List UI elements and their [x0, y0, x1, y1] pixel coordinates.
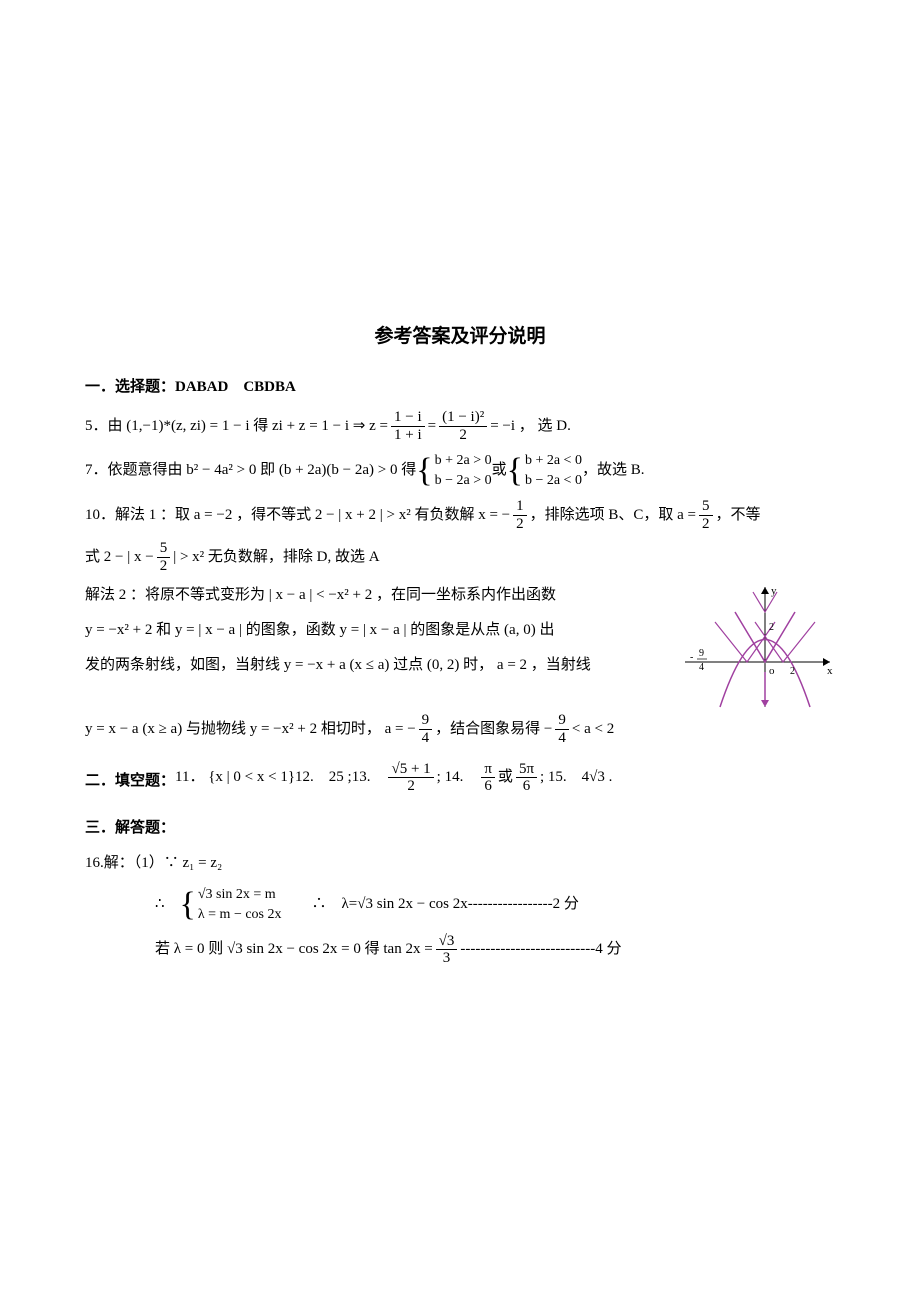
q10-m2-l4: y = x − a (x ≥ a) 与抛物线 y = −x² + 2 相切时， …	[85, 712, 835, 746]
fill-14-pre: ; 14.	[437, 764, 479, 791]
q16-l3: 若 λ = 0 则 √3 sin 2x − cos 2x = 0 得 tan 2…	[155, 933, 835, 967]
q7-line: 7．依题意得由 b² − 4a² > 0 即 (b + 2a)(b − 2a) …	[85, 451, 835, 490]
q16-l2-dash: -----------------	[468, 891, 553, 918]
fill-15: ; 15. 4√3 .	[540, 764, 612, 791]
frac-num: 9	[419, 712, 433, 730]
svg-text:2: 2	[769, 622, 774, 633]
brace-icon: {	[416, 454, 432, 488]
q7-post: ，故选 B.	[582, 457, 645, 484]
frac-num: 5	[699, 498, 713, 516]
q5-line: 5．由 (1,−1)*(z, zi) = 1 − i 得 zi + z = 1 …	[85, 409, 835, 443]
q5-frac1-den: 1 + i	[391, 427, 425, 444]
q5-frac2-num: (1 − i)²	[439, 409, 487, 427]
q5-frac2: (1 − i)² 2	[439, 409, 487, 443]
fill-11: 11． {x | 0 < x < 1}	[175, 764, 295, 791]
frac-den: 4	[555, 730, 569, 747]
frac: 9 4	[555, 712, 569, 746]
q10-m1-l2-pre: 式 2 − | x −	[85, 544, 154, 571]
q10-m2-l3: 发的两条射线，如图，当射线 y = −x + a (x ≤ a) 过点 (0, …	[85, 652, 667, 679]
q10-m1-l2-frac: 5 2	[157, 540, 171, 574]
q16-l3-pre: 若 λ = 0 则 √3 sin 2x − cos 2x = 0 得 tan 2…	[155, 936, 433, 963]
q10-m2-l4-pre: y = x − a (x ≥ a) 与抛物线 y = −x² + 2 相切时， …	[85, 716, 416, 743]
svg-text:o: o	[769, 665, 775, 677]
q7-case2: b + 2a < 0 b − 2a < 0	[525, 451, 582, 490]
frac-num: π	[481, 761, 495, 779]
brace-icon: {	[180, 888, 196, 922]
q10-m1-l1: 10．解法 1 ：取 a = −2 ，得不等式 2 − | x + 2 | > …	[85, 498, 835, 532]
frac-num: 9	[555, 712, 569, 730]
q10-m1-l1-frac1: 1 2	[513, 498, 527, 532]
q16-l1: 16.解：（1）∵ z₁ = z₂	[85, 850, 835, 877]
q7-case1: b + 2a > 0 b − 2a > 0	[435, 451, 492, 490]
q16-l3-pts: 4 分	[595, 936, 621, 963]
q10-m1-l1-frac2: 5 2	[699, 498, 713, 532]
q10-m2-l4-post: < a < 2	[572, 716, 614, 743]
q7-c1b: b − 2a > 0	[435, 471, 492, 491]
svg-text:4: 4	[699, 662, 704, 673]
q10-m2-l4-mid: ，结合图象易得 −	[435, 716, 552, 743]
frac-den: 2	[699, 516, 713, 533]
frac-den: 6	[481, 778, 495, 795]
q5-frac1: 1 − i 1 + i	[391, 409, 425, 443]
q16-l2-mid: ∴ λ=√3 sin 2x − cos 2x	[282, 891, 468, 918]
brace-icon: {	[507, 454, 523, 488]
frac-num: 1	[513, 498, 527, 516]
q10-m2-l1: 解法 2 ：将原不等式变形为 | x − a | < −x² + 2 ，在同一坐…	[85, 582, 667, 609]
q16-l2-a: √3 sin 2x = m	[198, 885, 282, 905]
q5-post: = −i ， 选 D.	[490, 413, 571, 440]
frac-num: √3	[436, 933, 458, 951]
q7-c2b: b − 2a < 0	[525, 471, 582, 491]
svg-text:x: x	[827, 665, 833, 677]
fill-13-pre: 13.	[352, 764, 386, 791]
frac-den: 2	[404, 778, 418, 795]
q10-m1-l2: 式 2 − | x − 5 2 | > x² 无负数解，排除 D, 故选 A	[85, 540, 835, 574]
q10-m1-l1-pre: 10．解法 1 ：取 a = −2 ，得不等式 2 − | x + 2 | > …	[85, 502, 510, 529]
section-3-heading: 三．解答题：	[85, 815, 835, 842]
q16-l3-dash: ---------------------------	[460, 936, 595, 963]
svg-text:-: -	[690, 652, 693, 663]
fill-14a-frac: π 6	[481, 761, 495, 795]
frac-den: 2	[513, 516, 527, 533]
q7-or: 或	[492, 457, 507, 484]
fill-14b-frac: 5π 6	[516, 761, 537, 795]
frac-den: 6	[520, 778, 534, 795]
section-2-heading: 二．填空题：	[85, 768, 175, 795]
q16-l2-cases: √3 sin 2x = m λ = m − cos 2x	[198, 885, 282, 924]
frac-den: 2	[157, 558, 171, 575]
graph-figure: x y o 2 2 - 9 4	[675, 582, 835, 712]
q10-m1-l1-mid: ，排除选项 B、C，取 a =	[530, 502, 696, 529]
page-title: 参考答案及评分说明	[85, 320, 835, 354]
fill-line: 二．填空题： 11． {x | 0 < x < 1} 12. 25 ; 13. …	[85, 754, 835, 801]
q16-l2: ∴ { √3 sin 2x = m λ = m − cos 2x ∴ λ=√3 …	[155, 885, 835, 924]
q10-m1-l1-post: ，不等	[716, 502, 761, 529]
frac-num: √5 + 1	[388, 761, 433, 779]
fill-12: 12. 25 ;	[295, 764, 352, 791]
frac-num: 5	[157, 540, 171, 558]
q5-pre: 5．由 (1,−1)*(z, zi) = 1 − i 得 zi + z = 1 …	[85, 413, 388, 440]
q16-l2-pts: 2 分	[553, 891, 579, 918]
q5-frac1-num: 1 − i	[391, 409, 425, 427]
q16-l2-b: λ = m − cos 2x	[198, 905, 282, 925]
section-1-heading: 一．选择题：DABAD CBDBA	[85, 374, 835, 401]
frac-den: 4	[419, 730, 433, 747]
fill-14-or: 或	[498, 764, 513, 791]
svg-text:2: 2	[790, 666, 795, 677]
q7-c1a: b + 2a > 0	[435, 451, 492, 471]
q10-m1-l2-post: | > x² 无负数解，排除 D, 故选 A	[173, 544, 379, 571]
frac-num: 5π	[516, 761, 537, 779]
svg-text:y: y	[771, 585, 777, 597]
svg-text:9: 9	[699, 648, 704, 659]
frac: 9 4	[419, 712, 433, 746]
q5-frac2-den: 2	[456, 427, 470, 444]
q16-l3-frac: √3 3	[436, 933, 458, 967]
q7-pre: 7．依题意得由 b² − 4a² > 0 即 (b + 2a)(b − 2a) …	[85, 457, 416, 484]
q16-l2-pre: ∴	[155, 891, 180, 918]
q5-eq: =	[428, 413, 436, 440]
q7-c2a: b + 2a < 0	[525, 451, 582, 471]
frac-den: 3	[440, 950, 454, 967]
q10-m2-l2: y = −x² + 2 和 y = | x − a | 的图象，函数 y = |…	[85, 617, 667, 644]
fill-13-frac: √5 + 1 2	[388, 761, 433, 795]
